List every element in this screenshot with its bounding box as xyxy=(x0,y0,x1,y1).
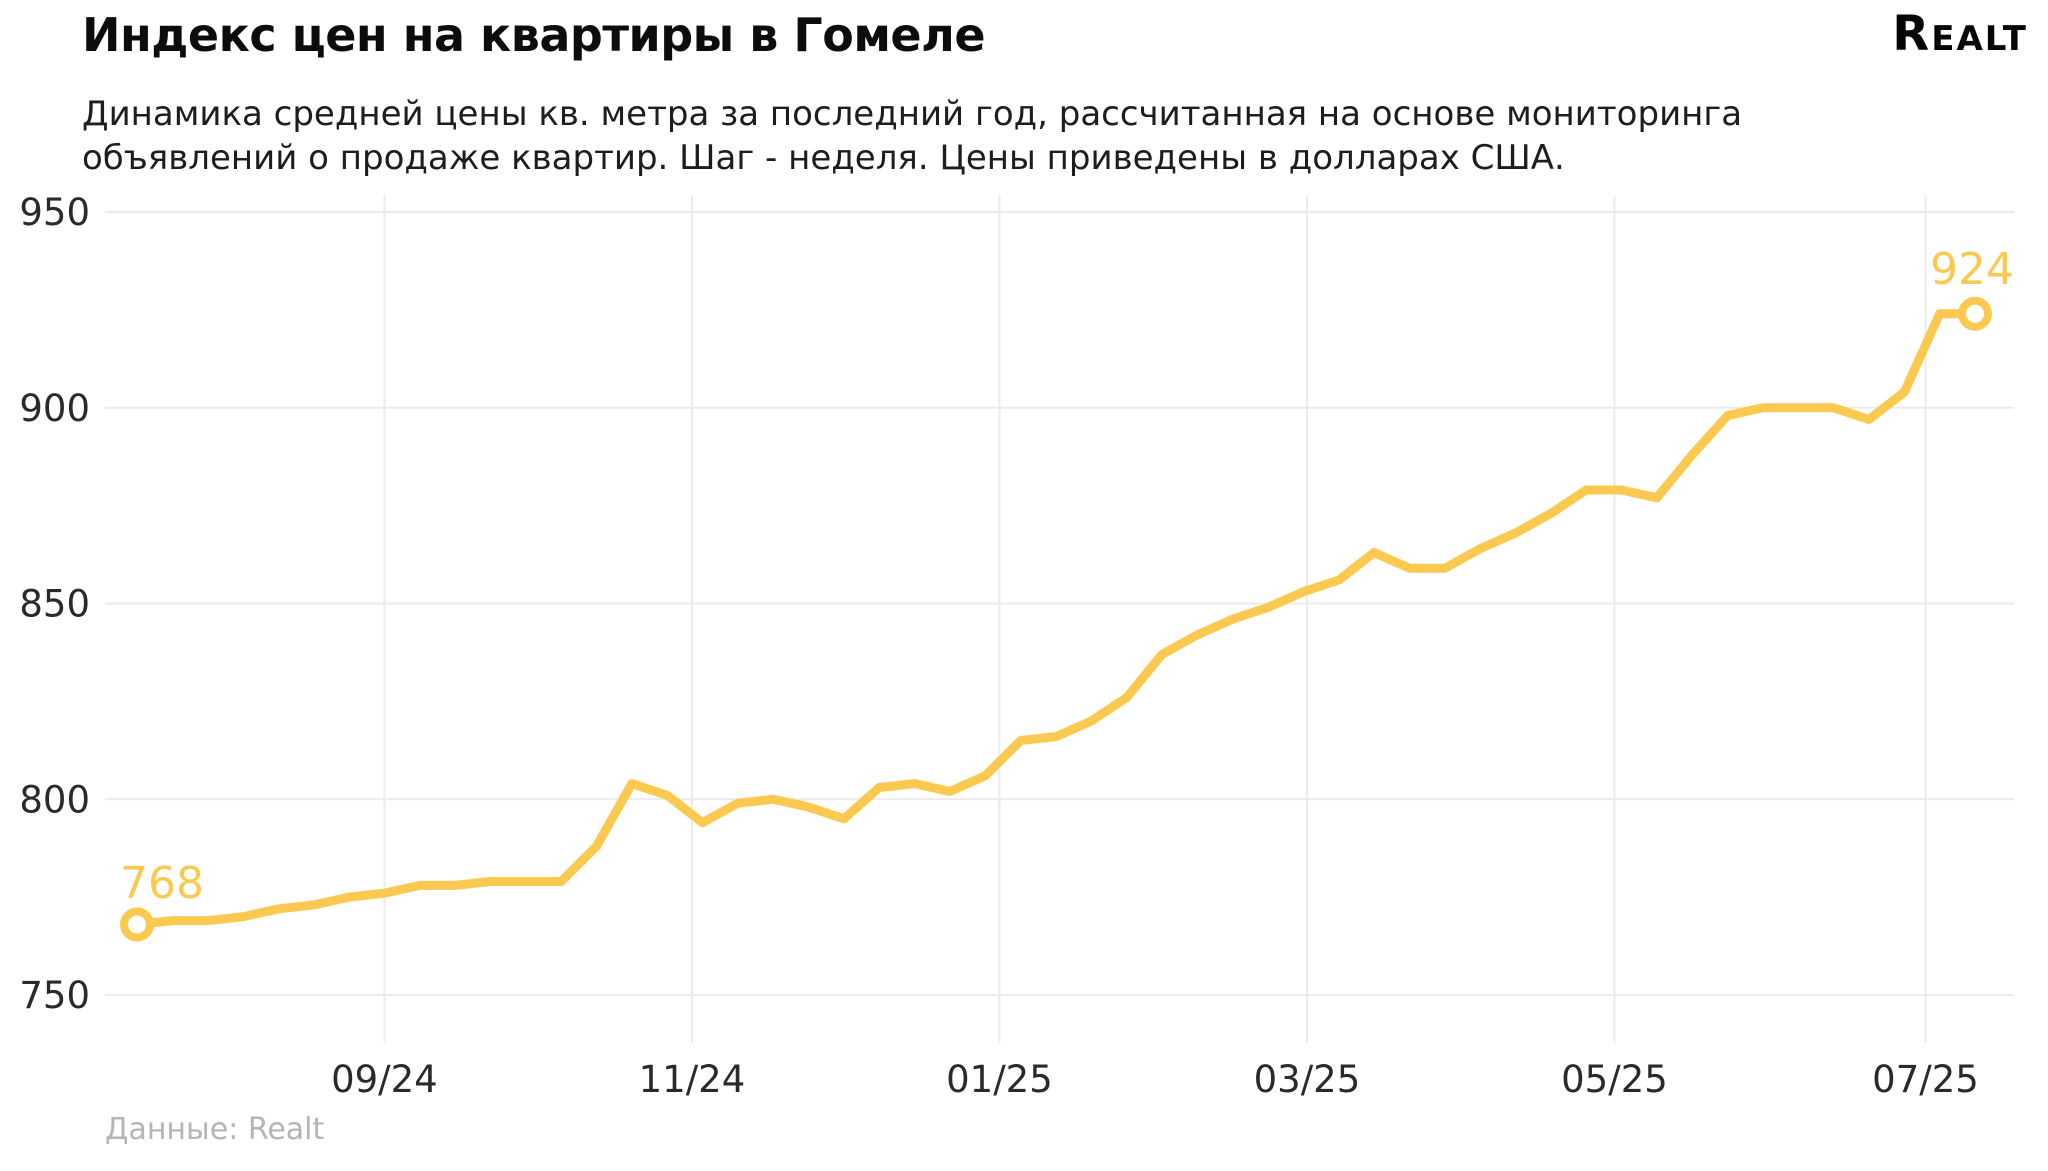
x-tick-label: 05/25 xyxy=(1561,1058,1668,1101)
x-tick-label: 09/24 xyxy=(331,1058,438,1101)
y-tick-label: 950 xyxy=(19,191,90,234)
start-value-label: 768 xyxy=(120,858,204,909)
chart-subtitle-line2: объявлений о продаже квартир. Шаг - неде… xyxy=(82,138,1565,178)
x-tick-label: 11/24 xyxy=(639,1058,746,1101)
x-tick-label: 07/25 xyxy=(1872,1058,1979,1101)
x-tick-label: 03/25 xyxy=(1254,1058,1361,1101)
chart-subtitle-line1: Динамика средней цены кв. метра за после… xyxy=(82,94,1743,134)
data-source-note: Данные: Realt xyxy=(105,1112,325,1147)
x-tick-label: 01/25 xyxy=(946,1058,1053,1101)
end-value-label: 924 xyxy=(1930,244,2014,295)
chart-subtitle: Динамика средней цены кв. метра за после… xyxy=(82,92,1742,180)
page-title: Индекс цен на квартиры в Гомеле xyxy=(82,8,986,62)
start-marker xyxy=(120,907,154,942)
y-tick-label: 800 xyxy=(19,778,90,821)
price-line xyxy=(132,309,1980,930)
end-marker xyxy=(1957,296,1992,331)
y-tick-label: 900 xyxy=(19,387,90,430)
realt-logo: Realt xyxy=(1892,6,2028,62)
y-tick-label: 750 xyxy=(19,974,90,1017)
y-tick-label: 850 xyxy=(19,583,90,626)
